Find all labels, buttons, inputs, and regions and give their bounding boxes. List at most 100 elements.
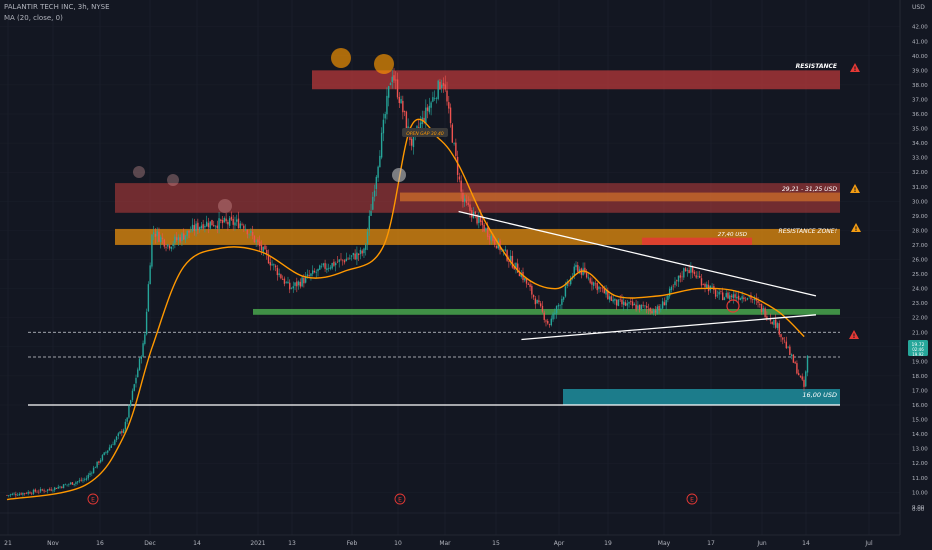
candle-body xyxy=(444,84,446,90)
earnings-marker[interactable] xyxy=(394,493,406,505)
candle-body xyxy=(315,272,317,273)
candle-body xyxy=(688,270,690,274)
candle-body xyxy=(379,155,381,168)
candle-body xyxy=(676,280,678,282)
candle-body xyxy=(214,225,217,227)
candle-body xyxy=(59,486,61,488)
y-tick-label: 29.00 xyxy=(912,214,928,220)
candle-body xyxy=(517,263,519,273)
candle-body xyxy=(61,486,63,488)
candle-body xyxy=(306,274,309,277)
candle-body xyxy=(193,225,196,231)
breakout-circle xyxy=(726,299,740,313)
x-tick-label: Jul xyxy=(864,540,873,547)
candle-body xyxy=(190,231,192,233)
candle-body xyxy=(75,482,77,484)
candle-body xyxy=(803,379,805,387)
candle-body xyxy=(585,272,588,278)
candle-body xyxy=(54,487,56,491)
y-tick-label: 22.00 xyxy=(912,316,928,322)
candle-body xyxy=(653,309,655,313)
candle-body xyxy=(796,363,798,374)
candle-body xyxy=(62,484,65,489)
candle-body xyxy=(789,346,791,355)
x-tick-label: 2021 xyxy=(250,540,265,547)
candle-body xyxy=(531,285,533,295)
candle-body xyxy=(730,295,733,297)
candle-body xyxy=(133,384,135,391)
earnings-marker[interactable] xyxy=(87,493,99,505)
candle-body xyxy=(161,237,164,239)
y-tick-label: 12.00 xyxy=(912,461,928,467)
candle-body xyxy=(389,83,392,86)
candle-body xyxy=(285,282,287,283)
candle-body xyxy=(660,308,662,310)
level-27-strip xyxy=(642,237,752,245)
candle-body xyxy=(596,283,598,291)
candle-body xyxy=(6,495,8,496)
trendline-1 xyxy=(521,314,817,341)
candle-body xyxy=(601,287,604,289)
x-tick-label: Nov xyxy=(47,540,59,547)
candle-body xyxy=(57,486,59,489)
last-price-value: 19.72 xyxy=(912,342,925,348)
candle-body xyxy=(308,275,310,276)
candle-body xyxy=(94,467,97,469)
candle-body xyxy=(23,493,26,494)
candle-body xyxy=(121,431,123,433)
candle-body xyxy=(46,489,49,491)
candle-body xyxy=(260,245,263,251)
candle-body xyxy=(562,297,565,300)
candle-body xyxy=(642,305,644,306)
candle-body xyxy=(357,253,360,256)
candle-body xyxy=(354,253,356,260)
x-tick-label: 21 xyxy=(4,540,12,547)
candle-body xyxy=(405,111,408,129)
candle-body xyxy=(753,298,756,301)
candle-body xyxy=(691,266,694,273)
candle-body xyxy=(99,459,102,463)
candle-body xyxy=(608,296,611,300)
x-tick-label: 19 xyxy=(604,540,612,547)
candle-body xyxy=(575,264,577,268)
candle-body xyxy=(253,235,256,243)
candle-body xyxy=(723,297,726,301)
candle-body xyxy=(292,286,294,289)
candle-body xyxy=(248,233,250,235)
candle-body xyxy=(195,223,197,232)
candle-body xyxy=(363,248,365,254)
candle-body xyxy=(776,323,779,329)
candle-body xyxy=(418,127,420,128)
candle-body xyxy=(748,295,750,297)
candle-body xyxy=(714,289,717,297)
candle-body xyxy=(612,299,614,302)
candle-body xyxy=(213,225,215,227)
candle-body xyxy=(50,489,52,491)
candle-body xyxy=(697,276,699,277)
candle-body xyxy=(228,218,231,226)
candle-body xyxy=(382,119,385,134)
candle-body xyxy=(490,235,492,241)
candle-body xyxy=(71,482,74,485)
candle-body xyxy=(145,311,148,335)
candle-body xyxy=(16,495,19,496)
candle-body xyxy=(324,263,326,269)
candle-body xyxy=(667,295,669,300)
earnings-marker[interactable] xyxy=(686,493,698,505)
candle-body xyxy=(757,301,759,303)
candle-body xyxy=(126,417,128,422)
candle-body xyxy=(322,263,325,266)
candle-body xyxy=(545,320,547,322)
candle-body xyxy=(598,286,600,290)
candle-body xyxy=(269,262,272,266)
candle-body xyxy=(633,303,636,306)
x-tick-label: 14 xyxy=(802,540,810,547)
candle-body xyxy=(34,489,36,492)
candle-body xyxy=(393,75,395,81)
candle-body xyxy=(423,117,425,122)
candle-body xyxy=(303,278,305,284)
candle-body xyxy=(439,81,441,90)
x-tick-label: 16 xyxy=(96,540,104,547)
earnings-marker-label: E xyxy=(91,497,95,504)
